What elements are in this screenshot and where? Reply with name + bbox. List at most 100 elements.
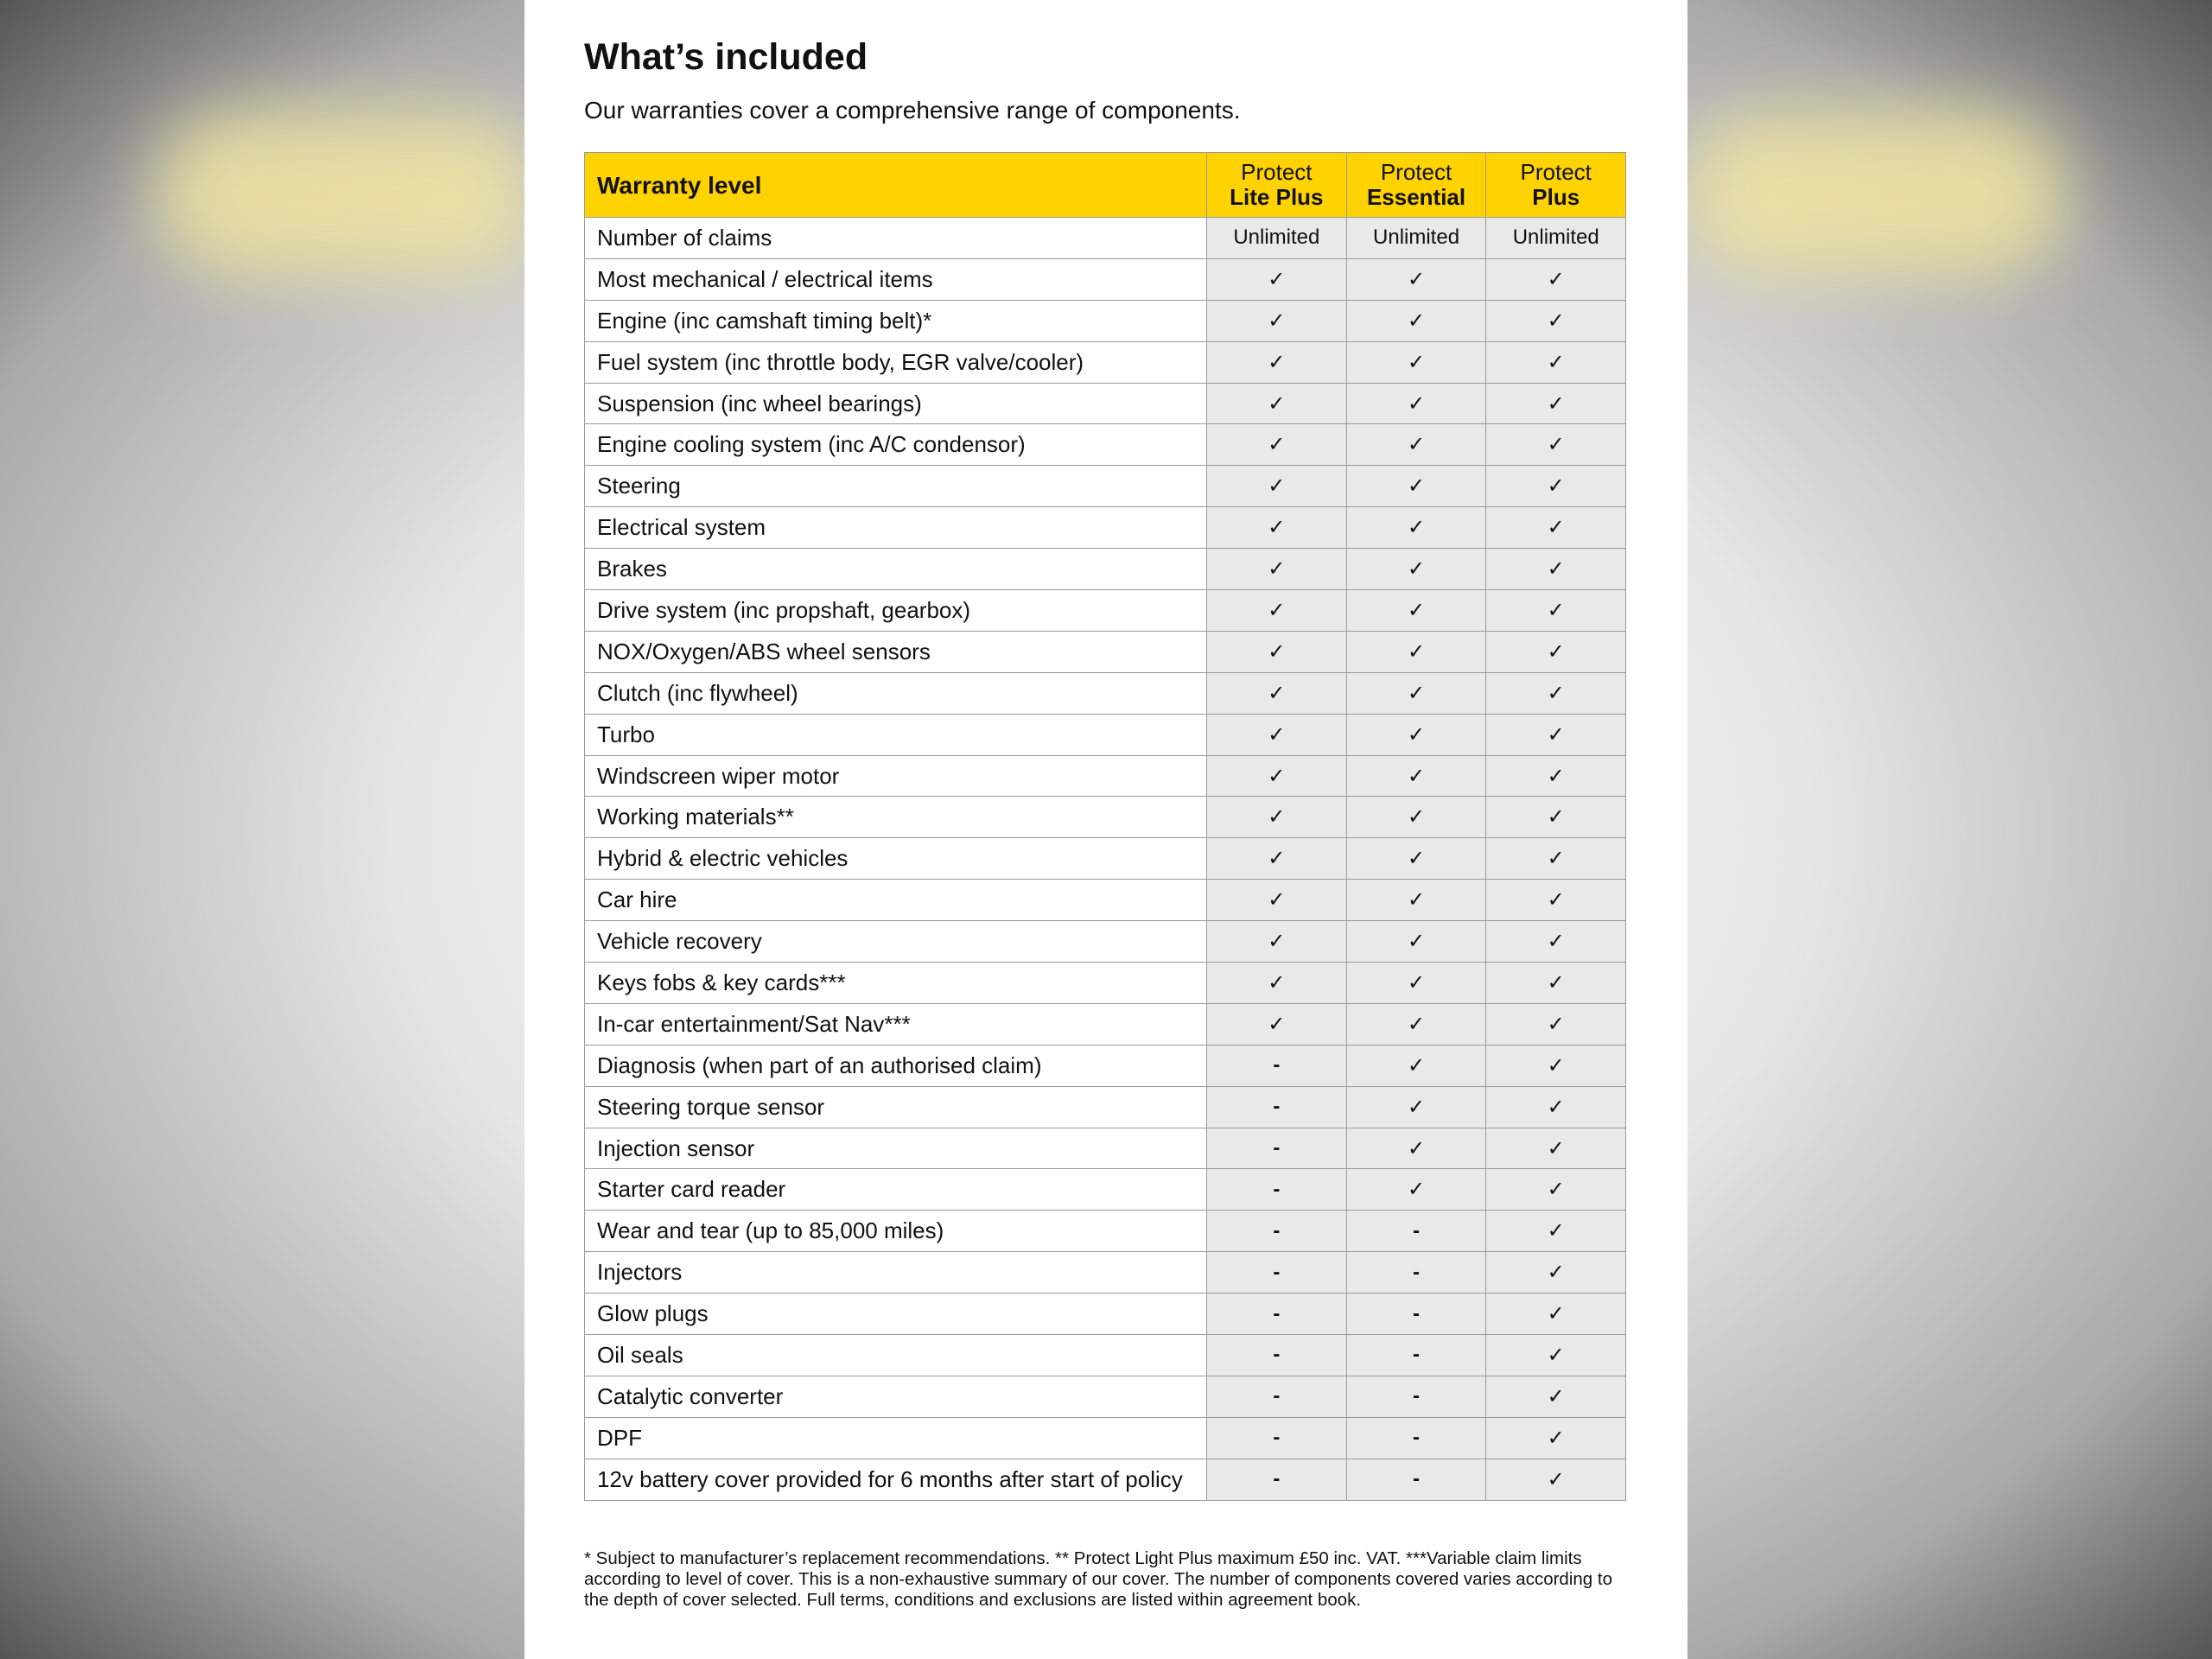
table-row: Engine cooling system (inc A/C condensor… [584, 423, 1627, 467]
row-label: Vehicle recovery [584, 920, 1207, 963]
header-row: Warranty level Protect Lite Plus Protect Es… [584, 152, 1627, 218]
header-line2: Essential [1366, 184, 1466, 210]
header-label: Warranty level [584, 152, 1207, 218]
coverage-cell: ✓ [1345, 506, 1487, 550]
row-label: Drive system (inc propshaft, gearbox) [584, 589, 1207, 632]
coverage-cell: ✓ [1345, 548, 1487, 591]
header-cell: Protect Essential [1345, 152, 1487, 218]
table-row: Injection sensor - ✓ ✓ [584, 1127, 1627, 1170]
header-line2: Plus [1532, 184, 1580, 210]
coverage-cell: ✓ [1485, 1127, 1627, 1170]
background-glow [156, 112, 536, 276]
coverage-cell: ✓ [1345, 962, 1487, 1004]
coverage-cell: ✓ [1485, 1334, 1627, 1376]
coverage-cell: - [1206, 1044, 1347, 1087]
row-label: Fuel system (inc throttle body, EGR valv… [584, 340, 1207, 384]
coverage-cell: ✓ [1485, 465, 1627, 508]
coverage-cell: ✓ [1345, 713, 1487, 756]
coverage-cell: ✓ [1485, 1044, 1627, 1087]
row-label: Keys fobs & key cards*** [584, 962, 1207, 1004]
coverage-cell: - [1345, 1334, 1487, 1376]
coverage-cell: ✓ [1485, 754, 1627, 798]
table-row: Brakes ✓ ✓ ✓ [584, 548, 1627, 591]
coverage-cell: ✓ [1485, 1002, 1627, 1046]
coverage-cell: ✓ [1345, 879, 1487, 922]
row-label: Diagnosis (when part of an authorised cl… [584, 1044, 1207, 1087]
row-label: Starter card reader [584, 1168, 1207, 1211]
coverage-cell: - [1206, 1251, 1347, 1294]
coverage-cell: ✓ [1485, 837, 1627, 880]
warranty-table: Warranty level Protect Lite Plus Protect Es… [584, 152, 1627, 1501]
coverage-cell: - [1206, 1416, 1347, 1459]
row-label: In-car entertainment/Sat Nav*** [584, 1002, 1207, 1046]
table-row: Most mechanical / electrical items ✓ ✓ ✓ [584, 257, 1627, 301]
coverage-cell: ✓ [1485, 423, 1627, 467]
header-line2: Lite Plus [1230, 184, 1324, 210]
coverage-cell: ✓ [1206, 589, 1347, 632]
coverage-cell: ✓ [1206, 962, 1347, 1004]
header-line1: Protect [1380, 159, 1452, 185]
coverage-cell: ✓ [1345, 630, 1487, 673]
row-label: Most mechanical / electrical items [584, 257, 1207, 301]
table-row: Clutch (inc flywheel) ✓ ✓ ✓ [584, 671, 1627, 715]
row-label: Oil seals [584, 1334, 1207, 1376]
background-glow [1685, 112, 2065, 276]
table-row: Steering torque sensor - ✓ ✓ [584, 1085, 1627, 1128]
title: What’s included [584, 36, 868, 78]
row-label: Hybrid & electric vehicles [584, 837, 1207, 880]
coverage-cell: ✓ [1206, 713, 1347, 756]
coverage-cell: - [1206, 1085, 1347, 1128]
table-row: Working materials** ✓ ✓ ✓ [584, 796, 1627, 839]
coverage-cell: ✓ [1485, 879, 1627, 922]
table-row: Steering ✓ ✓ ✓ [584, 465, 1627, 508]
coverage-cell: ✓ [1345, 837, 1487, 880]
row-label: Number of claims [584, 217, 1207, 259]
coverage-cell: ✓ [1485, 257, 1627, 301]
coverage-cell: ✓ [1345, 257, 1487, 301]
table-row: Diagnosis (when part of an authorised cl… [584, 1044, 1627, 1087]
coverage-cell: ✓ [1485, 962, 1627, 1004]
table-row: Keys fobs & key cards*** ✓ ✓ ✓ [584, 962, 1627, 1004]
row-label: Glow plugs [584, 1293, 1207, 1336]
table-row: Suspension (inc wheel bearings) ✓ ✓ ✓ [584, 382, 1627, 425]
table-row: Fuel system (inc throttle body, EGR valv… [584, 340, 1627, 384]
table-row: Number of claims Unlimited Unlimited Unlimi… [584, 217, 1627, 259]
coverage-cell: ✓ [1345, 1127, 1487, 1170]
coverage-cell: ✓ [1345, 299, 1487, 342]
footnote: * Subject to manufacturer’s replacement … [584, 1548, 1612, 1610]
coverage-cell: ✓ [1345, 589, 1487, 632]
table-row: In-car entertainment/Sat Nav*** ✓ ✓ ✓ [584, 1002, 1627, 1046]
coverage-cell: ✓ [1345, 340, 1487, 384]
coverage-cell: ✓ [1485, 920, 1627, 963]
table-row: Hybrid & electric vehicles ✓ ✓ ✓ [584, 837, 1627, 880]
coverage-cell: ✓ [1485, 340, 1627, 384]
row-label: Electrical system [584, 506, 1207, 550]
coverage-cell: ✓ [1206, 257, 1347, 301]
coverage-cell: ✓ [1206, 754, 1347, 798]
coverage-cell: ✓ [1485, 548, 1627, 591]
row-label: Injection sensor [584, 1127, 1207, 1170]
coverage-cell: ✓ [1345, 465, 1487, 508]
row-label: Working materials** [584, 796, 1207, 839]
coverage-cell: ✓ [1206, 299, 1347, 342]
coverage-cell: - [1345, 1458, 1487, 1501]
table-row: Glow plugs - - ✓ [584, 1293, 1627, 1336]
coverage-cell: ✓ [1485, 1375, 1627, 1418]
coverage-cell: Unlimited [1206, 217, 1347, 259]
coverage-cell: ✓ [1206, 340, 1347, 384]
coverage-cell: - [1345, 1210, 1487, 1253]
table-row: Engine (inc camshaft timing belt)* ✓ ✓ ✓ [584, 299, 1627, 342]
coverage-cell: - [1206, 1168, 1347, 1211]
coverage-cell: - [1206, 1293, 1347, 1336]
coverage-cell: ✓ [1345, 920, 1487, 963]
table-row: Drive system (inc propshaft, gearbox) ✓ ✓ ✓ [584, 589, 1627, 632]
table-row: Car hire ✓ ✓ ✓ [584, 879, 1627, 922]
coverage-cell: ✓ [1485, 1416, 1627, 1459]
coverage-cell: ✓ [1206, 548, 1347, 591]
row-label: NOX/Oxygen/ABS wheel sensors [584, 630, 1207, 673]
coverage-cell: ✓ [1345, 1002, 1487, 1046]
coverage-cell: ✓ [1485, 630, 1627, 673]
row-label: Clutch (inc flywheel) [584, 671, 1207, 715]
row-label: Engine cooling system (inc A/C condensor… [584, 423, 1207, 467]
row-label: Suspension (inc wheel bearings) [584, 382, 1207, 425]
